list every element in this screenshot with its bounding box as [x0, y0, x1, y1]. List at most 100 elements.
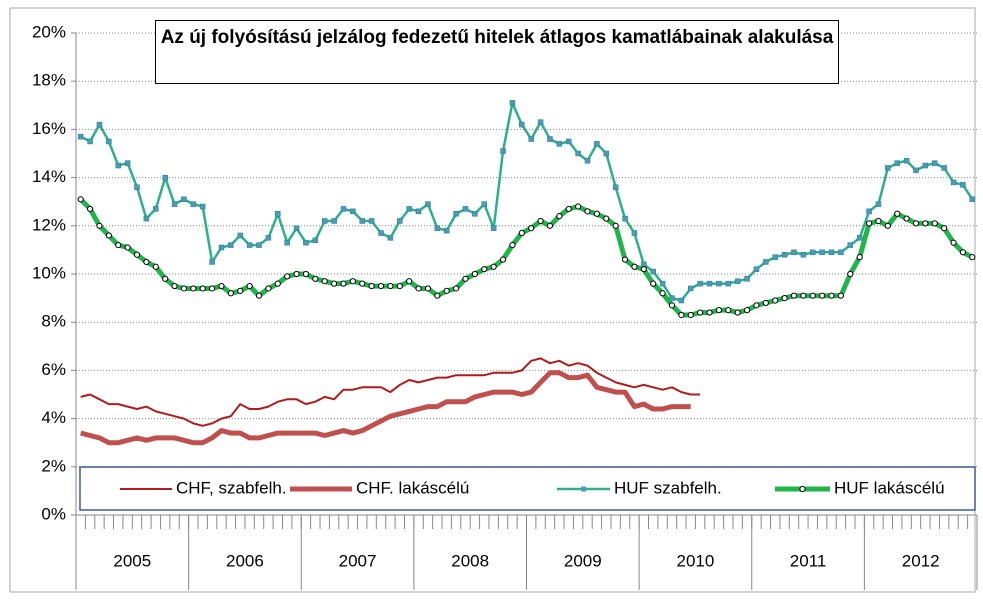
data-marker — [190, 201, 197, 207]
data-marker — [124, 244, 131, 251]
data-marker — [941, 165, 947, 171]
data-marker — [490, 225, 497, 231]
data-marker — [208, 285, 216, 292]
data-marker — [800, 251, 807, 258]
data-marker — [856, 235, 863, 241]
data-marker — [697, 309, 704, 316]
data-marker — [575, 203, 582, 210]
data-marker — [162, 174, 168, 181]
chart-frame — [9, 7, 976, 593]
data-marker — [687, 311, 694, 319]
data-marker — [509, 100, 516, 106]
data-marker — [725, 307, 732, 314]
data-marker — [106, 138, 112, 145]
data-marker — [293, 270, 300, 278]
data-marker — [171, 201, 178, 207]
data-marker — [246, 282, 253, 290]
data-marker — [790, 292, 798, 299]
data-marker — [124, 160, 131, 166]
data-marker — [631, 263, 638, 270]
data-marker — [791, 249, 797, 256]
x-group-label: 2011 — [790, 551, 827, 570]
data-marker — [303, 239, 309, 246]
data-marker — [312, 237, 319, 244]
data-marker — [143, 215, 150, 222]
data-marker — [622, 215, 628, 222]
data-marker — [753, 302, 760, 309]
x-group-label: 2006 — [226, 551, 264, 570]
data-marker — [865, 220, 873, 227]
legend-label: CHF. lakáscélú — [356, 478, 469, 497]
data-marker — [499, 256, 507, 263]
data-marker — [931, 220, 938, 227]
data-marker — [378, 230, 384, 236]
data-marker — [697, 280, 703, 287]
data-marker — [528, 225, 535, 232]
y-tick-label: 2% — [41, 456, 66, 475]
data-marker — [847, 270, 854, 278]
data-marker — [603, 215, 610, 222]
data-marker — [509, 241, 516, 249]
data-marker — [894, 160, 900, 166]
data-marker — [153, 206, 159, 212]
data-marker — [143, 258, 150, 266]
x-group-label: 2010 — [677, 551, 715, 570]
data-marker — [96, 222, 103, 229]
data-marker — [584, 157, 591, 164]
data-marker — [903, 215, 910, 222]
x-group-label: 2005 — [113, 551, 151, 570]
data-marker — [377, 282, 385, 290]
data-marker — [77, 133, 84, 140]
data-marker — [922, 162, 929, 169]
data-marker — [856, 254, 863, 261]
data-marker — [565, 138, 572, 145]
x-group-label: 2012 — [902, 551, 940, 570]
data-marker — [912, 220, 920, 227]
data-marker — [462, 275, 469, 282]
data-marker — [471, 270, 478, 278]
data-marker — [321, 218, 328, 224]
data-marker — [941, 225, 948, 232]
y-tick-label: 18% — [32, 71, 66, 90]
data-marker — [265, 285, 272, 292]
data-marker — [96, 121, 103, 128]
data-marker — [687, 285, 694, 292]
data-marker — [330, 280, 338, 287]
data-marker — [284, 273, 291, 280]
data-marker — [246, 242, 253, 248]
y-tick-label: 14% — [32, 167, 66, 186]
x-group-label: 2007 — [339, 551, 377, 570]
data-marker — [199, 285, 206, 292]
data-marker — [659, 290, 666, 297]
data-marker — [340, 280, 347, 287]
data-marker — [809, 292, 816, 299]
data-marker — [678, 297, 685, 304]
y-tick-label: 6% — [41, 360, 66, 379]
data-marker — [575, 150, 581, 157]
data-marker — [969, 196, 976, 203]
data-marker — [621, 256, 629, 263]
data-marker — [359, 280, 366, 287]
y-tick-label: 16% — [32, 119, 66, 138]
data-marker — [781, 251, 788, 258]
legend-marker — [581, 486, 586, 492]
data-marker — [715, 307, 723, 314]
data-marker — [528, 136, 534, 142]
data-marker — [932, 160, 938, 166]
data-marker — [368, 282, 375, 290]
data-marker — [950, 179, 957, 186]
data-marker — [387, 282, 394, 290]
y-tick-label: 8% — [41, 312, 66, 331]
data-marker — [331, 218, 337, 224]
series-line — [80, 357, 701, 427]
data-marker — [518, 229, 525, 237]
data-marker — [424, 285, 432, 292]
data-marker — [584, 208, 591, 215]
data-marker — [472, 211, 478, 217]
data-marker — [152, 263, 159, 270]
data-marker — [181, 196, 187, 203]
data-marker — [115, 162, 121, 169]
data-marker — [960, 182, 966, 188]
data-marker — [668, 302, 676, 309]
